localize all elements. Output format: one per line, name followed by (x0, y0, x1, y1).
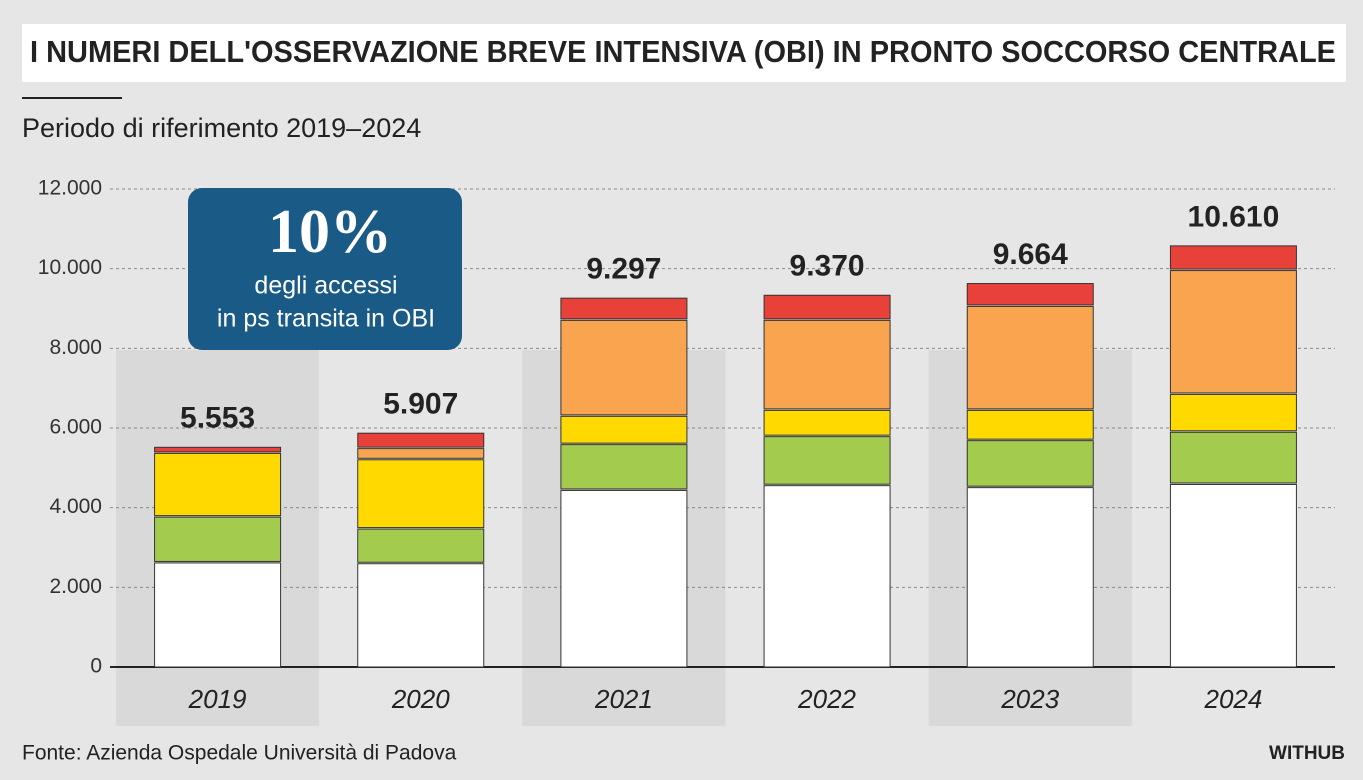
y-tick-label: 12.000 (38, 177, 102, 200)
total-label: 9.297 (586, 253, 661, 286)
source: Fonte: Azienda Ospedale Università di Pa… (22, 742, 457, 765)
brand: WITHUB (1269, 743, 1345, 764)
x-tick-label: 2020 (391, 684, 450, 714)
annotation-text: degli accessi (254, 272, 397, 300)
bar-segment (357, 432, 485, 448)
annotation-text: in ps transita in OBI (217, 305, 435, 333)
bar-segment (560, 415, 688, 444)
bar-segment (560, 489, 688, 668)
bar-segment (154, 452, 282, 517)
total-label: 5.907 (383, 388, 458, 421)
total-label: 10.610 (1188, 200, 1280, 233)
bar-segment (154, 516, 282, 562)
bar-segment (763, 436, 891, 485)
y-tick-label: 6.000 (49, 416, 102, 439)
bar-segment (763, 409, 891, 436)
annotation-box (188, 188, 462, 350)
y-tick-label: 10.000 (38, 256, 102, 279)
bar-segment (357, 459, 485, 529)
bar-segment (966, 440, 1094, 487)
bar-segment (154, 562, 282, 668)
y-tick-label: 8.000 (49, 336, 102, 359)
bar-segment (560, 297, 688, 320)
bar-segment (763, 294, 891, 320)
total-label: 5.553 (180, 402, 255, 435)
bar-segment (154, 446, 282, 453)
bar-segment (763, 485, 891, 668)
total-label: 9.664 (993, 238, 1068, 271)
x-tick-label: 2019 (188, 684, 247, 714)
x-tick-label: 2023 (1000, 684, 1059, 714)
y-tick-label: 2.000 (49, 575, 102, 598)
bar-segment (357, 448, 485, 459)
y-tick-label: 0 (90, 655, 102, 678)
title-box (22, 24, 1346, 82)
chart-title: I NUMERI DELL'OSSERVAZIONE BREVE INTENSI… (30, 34, 1336, 69)
bar-segment (966, 305, 1094, 410)
bar-segment (560, 319, 688, 416)
bar-segment (966, 487, 1094, 668)
x-tick-label: 2024 (1203, 684, 1262, 714)
annotation-big: 10% (268, 198, 392, 266)
x-tick-label: 2022 (797, 684, 856, 714)
bar-segment (1169, 270, 1297, 394)
bar-segment (1169, 245, 1297, 270)
bar-segment (763, 319, 891, 410)
total-label: 9.370 (790, 250, 865, 283)
bar-segment (966, 409, 1094, 440)
bar-segment (560, 444, 688, 490)
bar-segment (357, 563, 485, 668)
bar-segment (1169, 431, 1297, 484)
bar-segment (1169, 483, 1297, 668)
x-tick-label: 2021 (594, 684, 653, 714)
bar-segment (357, 528, 485, 563)
bar-segment (1169, 393, 1297, 432)
subtitle: Periodo di riferimento 2019–2024 (22, 113, 421, 143)
bar-segment (966, 283, 1094, 306)
y-tick-label: 4.000 (49, 495, 102, 518)
